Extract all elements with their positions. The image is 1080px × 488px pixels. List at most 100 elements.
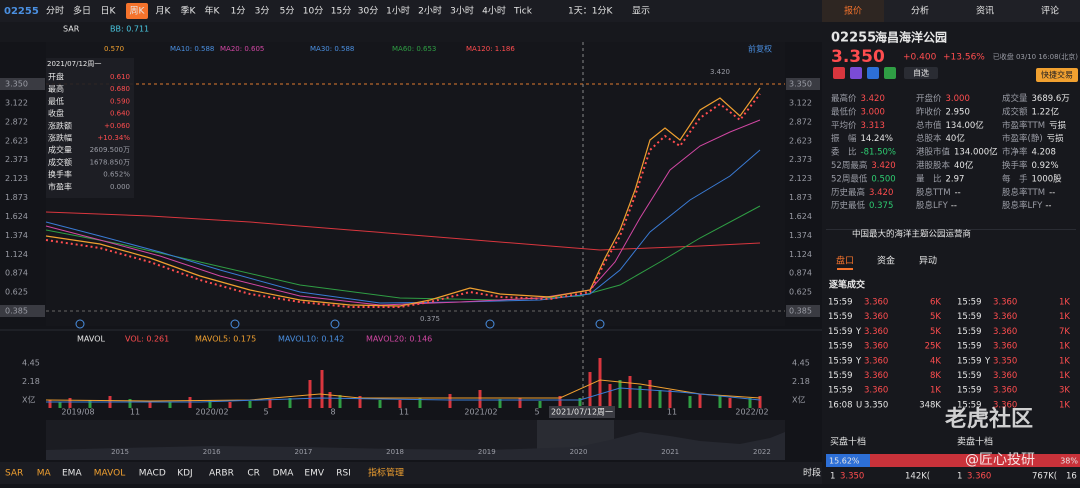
indicator-tab[interactable]: EMA	[62, 469, 82, 479]
period-tab[interactable]: 日K	[101, 6, 117, 17]
quote-label: 港股市值	[916, 146, 951, 157]
trade-volume: 25K	[925, 342, 942, 352]
quote-label: 市盈率TTM	[1002, 119, 1045, 130]
quote-cell: 委 比 -81.50%	[831, 146, 896, 157]
period-tab[interactable]: 3分	[255, 6, 270, 17]
indicator-tab[interactable]: MAVOL	[94, 469, 125, 479]
trade-volume: 5K	[930, 312, 941, 322]
quote-cell: 市净率 4.208	[1002, 146, 1056, 157]
watch-button[interactable]	[904, 67, 938, 79]
timeline-year: 2021	[661, 448, 679, 456]
market-status: 已收盘 03/10 16:08(北京)	[993, 52, 1079, 61]
price-axis-label: 1.374	[789, 231, 812, 240]
period-tab[interactable]: 5分	[280, 6, 295, 17]
display-menu[interactable]: 显示	[632, 6, 650, 17]
trade-price: 3.360	[864, 312, 888, 322]
indicator-bar	[0, 22, 822, 42]
ma-label: MA10: 0.588	[170, 45, 214, 53]
sub-tab[interactable]: 异动	[919, 256, 937, 267]
indicator-tab[interactable]: EMV	[304, 469, 324, 479]
price-axis-label: 2.123	[5, 174, 28, 183]
indicator-tab[interactable]: RSI	[336, 469, 351, 479]
tooltip-value: +0.060	[104, 122, 130, 130]
tooltip-label: 涨跌额	[48, 120, 72, 130]
quote-value: 亏损	[1047, 133, 1065, 144]
period-tab[interactable]: 分时	[46, 5, 64, 17]
x-axis-label: 2019/08	[61, 408, 94, 417]
panel-tab[interactable]: 资讯	[976, 6, 994, 17]
timeline-area	[46, 432, 785, 460]
period-tab[interactable]: 1分	[231, 6, 246, 17]
watch-label: 自选	[913, 68, 929, 78]
mavol-line	[45, 379, 761, 402]
trade-price: 3.360	[993, 386, 1017, 396]
indicator-tab[interactable]: MA	[37, 469, 52, 479]
trade-price: 3.360	[864, 356, 888, 366]
quote-value: 4.208	[1032, 147, 1056, 157]
panel-price: 3.350	[831, 47, 885, 67]
panel-tab[interactable]: 分析	[911, 5, 929, 17]
trade-time: 15:59	[828, 371, 853, 381]
indicator-tab[interactable]: SAR	[5, 469, 23, 479]
quote-label: 市净率	[1002, 146, 1028, 157]
indicator-tab[interactable]: KDJ	[177, 469, 193, 479]
period-tab[interactable]: 4小时	[482, 5, 506, 17]
price-axis-label: 1.124	[5, 250, 28, 259]
trade-flag: Y	[984, 356, 991, 366]
toolbar	[0, 0, 822, 22]
timeline-year: 2019	[478, 448, 496, 456]
period-tab[interactable]: 多日	[73, 5, 91, 17]
bid-title: 买盘十档	[830, 436, 866, 448]
event-marker	[75, 319, 85, 329]
quick-trade-button[interactable]	[1036, 68, 1078, 82]
price-axis-label: 2.872	[5, 117, 28, 126]
x-axis-label: 5	[263, 408, 268, 417]
axis-box	[0, 305, 45, 317]
quote-label: 成交额	[1002, 106, 1028, 117]
timeline-year: 2016	[203, 448, 221, 456]
x-axis-label: 11	[130, 408, 140, 417]
panel-tab[interactable]: 评论	[1041, 5, 1059, 17]
indicator-tab[interactable]: 指标管理	[368, 467, 404, 479]
period-tab[interactable]: Tick	[513, 7, 533, 17]
trade-volume: 1K	[930, 386, 941, 396]
event-marker	[595, 319, 605, 329]
volume-label: VOL: 0.261	[125, 335, 169, 344]
period-tab[interactable]: 周K	[130, 6, 146, 17]
indicator-tab[interactable]: MACD	[139, 469, 166, 479]
period-tab[interactable]: 季K	[181, 5, 197, 17]
trade-volume: 4K	[930, 356, 941, 366]
quote-cell: 历史最高 3.420	[831, 186, 893, 197]
indicator-tab[interactable]: CR	[247, 469, 260, 479]
interval-select[interactable]: 1天：1分K	[568, 6, 613, 17]
timeline-year: 2015	[111, 448, 129, 456]
period-tab[interactable]: 月K	[156, 6, 172, 17]
x-axis-label: 11	[399, 408, 409, 417]
price-axis-label: 2.123	[789, 174, 812, 183]
period-tab[interactable]: 年K	[205, 5, 221, 17]
quote-cell: 昨收价 2.950	[916, 106, 970, 117]
x-axis-label: 8	[330, 408, 335, 417]
indicator-tab[interactable]: ARBR	[209, 469, 234, 479]
sub-tab[interactable]: 盘口	[836, 255, 854, 267]
period-tab[interactable]: 时段	[803, 467, 821, 479]
trade-price: 3.360	[993, 400, 1017, 410]
period-tab[interactable]: 2小时	[418, 5, 442, 17]
volume-indicator: MAVOL	[77, 335, 105, 344]
period-tab[interactable]: 3小时	[450, 5, 474, 17]
period-tab[interactable]: 1小时	[386, 5, 410, 17]
bid-level: 3.350	[840, 472, 864, 482]
panel-tab[interactable]: 报价	[844, 5, 862, 17]
adjust-mode[interactable]: 前复权	[748, 44, 772, 54]
quote-cell: 量 比 2.97	[916, 173, 964, 184]
period-tab[interactable]: 30分	[358, 6, 378, 17]
axis-box	[786, 78, 820, 90]
tooltip-value: 0.590	[110, 97, 130, 105]
period-tab[interactable]: 15分	[331, 6, 351, 17]
period-tab[interactable]: 10分	[303, 6, 323, 17]
indicator-tab[interactable]: DMA	[273, 469, 295, 479]
trade-volume: 5K	[930, 327, 941, 337]
quote-cell: 股息率LFY --	[1002, 200, 1051, 211]
sub-tab[interactable]: 资金	[877, 255, 895, 267]
volume-axis-label: X亿	[792, 395, 805, 405]
